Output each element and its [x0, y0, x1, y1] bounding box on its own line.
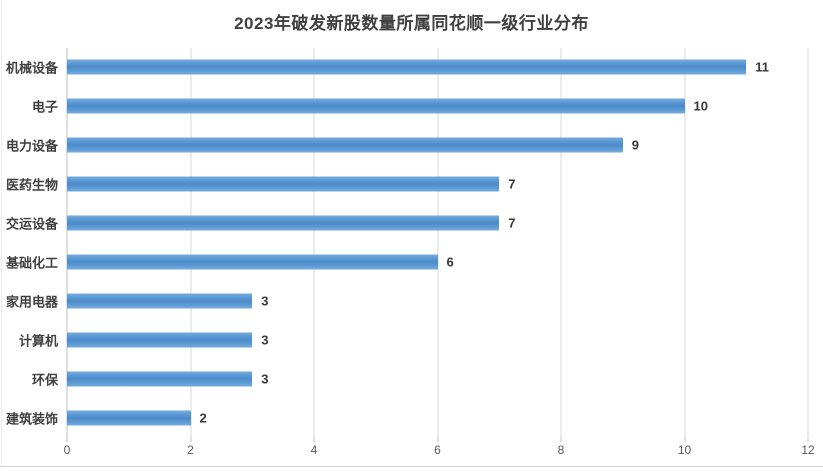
tick-mark	[66, 437, 68, 442]
value-label: 6	[446, 254, 454, 270]
value-label: 2	[199, 410, 207, 426]
bar	[67, 293, 253, 309]
value-label: 7	[508, 176, 516, 192]
chart-title: 2023年破发新股数量所属同花顺一级行业分布	[234, 14, 589, 33]
value-label: 7	[508, 215, 516, 231]
tick-mark	[437, 437, 438, 442]
bar-row: 电力设备 9	[6, 126, 808, 165]
bar-rows: 机械设备 11 电子 10 电力设备 9 医药生物 7 交运设备 7 基础化工 6 家用电器 3 计算机 3 环…	[6, 48, 808, 437]
category-label: 家用电器	[5, 294, 58, 310]
x-tick-label: 2	[187, 443, 194, 457]
category-label: 环保	[31, 372, 58, 388]
gridline	[437, 48, 438, 437]
value-label: 10	[693, 98, 708, 114]
value-label: 11	[755, 59, 769, 75]
category-label: 交运设备	[5, 216, 58, 232]
bar	[67, 137, 623, 153]
category-label: 医药生物	[5, 177, 58, 193]
x-tick-label: 12	[801, 443, 815, 457]
plot-area: 机械设备 11 电子 10 电力设备 9 医药生物 7 交运设备 7 基础化工 6 家用电器 3 计算机 3 环…	[6, 48, 809, 442]
tick-mark	[684, 437, 685, 442]
bar	[67, 254, 438, 270]
bar-row: 机械设备 11	[6, 48, 808, 87]
category-label: 建筑装饰	[5, 411, 58, 427]
gridline	[807, 48, 809, 437]
bar-row: 建筑装饰 2	[6, 398, 808, 437]
bar-row: 计算机 3	[19, 320, 808, 359]
chart-border-left	[1, 0, 2, 466]
bar	[67, 176, 500, 192]
bar	[67, 215, 500, 231]
category-label: 机械设备	[5, 60, 58, 76]
bar	[67, 98, 685, 114]
chart-border-bottom	[0, 466, 823, 467]
bar-row: 医药生物 7	[6, 165, 808, 204]
category-label: 电子	[31, 99, 58, 115]
x-axis: 0 2 4 6 8 10 12	[63, 443, 815, 459]
tick-mark	[807, 437, 809, 442]
gridline	[313, 48, 315, 437]
category-label: 计算机	[18, 333, 58, 349]
gridlines	[66, 48, 809, 442]
bar-row: 基础化工 6	[6, 243, 808, 282]
gridline	[560, 48, 562, 437]
value-label: 3	[261, 332, 269, 348]
bar	[67, 371, 253, 387]
category-label: 电力设备	[5, 138, 58, 154]
x-tick-label: 0	[63, 443, 71, 457]
bar-row: 家用电器 3	[6, 281, 808, 320]
gridline	[684, 48, 685, 437]
gridline	[190, 48, 191, 437]
tick-mark	[190, 437, 191, 442]
x-tick-label: 10	[677, 443, 692, 457]
x-tick-label: 6	[434, 443, 441, 457]
y-axis-line	[66, 48, 68, 437]
tick-mark	[313, 437, 315, 442]
value-label: 9	[631, 137, 639, 153]
bar	[67, 59, 747, 75]
x-tick-label: 8	[557, 443, 565, 457]
category-label: 基础化工	[5, 255, 58, 271]
bar	[67, 410, 191, 426]
value-label: 3	[261, 371, 269, 387]
bar-row: 环保 3	[32, 359, 808, 398]
bar	[67, 332, 253, 348]
tick-mark	[560, 437, 562, 442]
bar-row: 交运设备 7	[6, 204, 808, 243]
x-tick-label: 4	[310, 443, 318, 457]
bar-row: 电子 10	[32, 87, 808, 126]
value-label: 3	[261, 293, 269, 309]
